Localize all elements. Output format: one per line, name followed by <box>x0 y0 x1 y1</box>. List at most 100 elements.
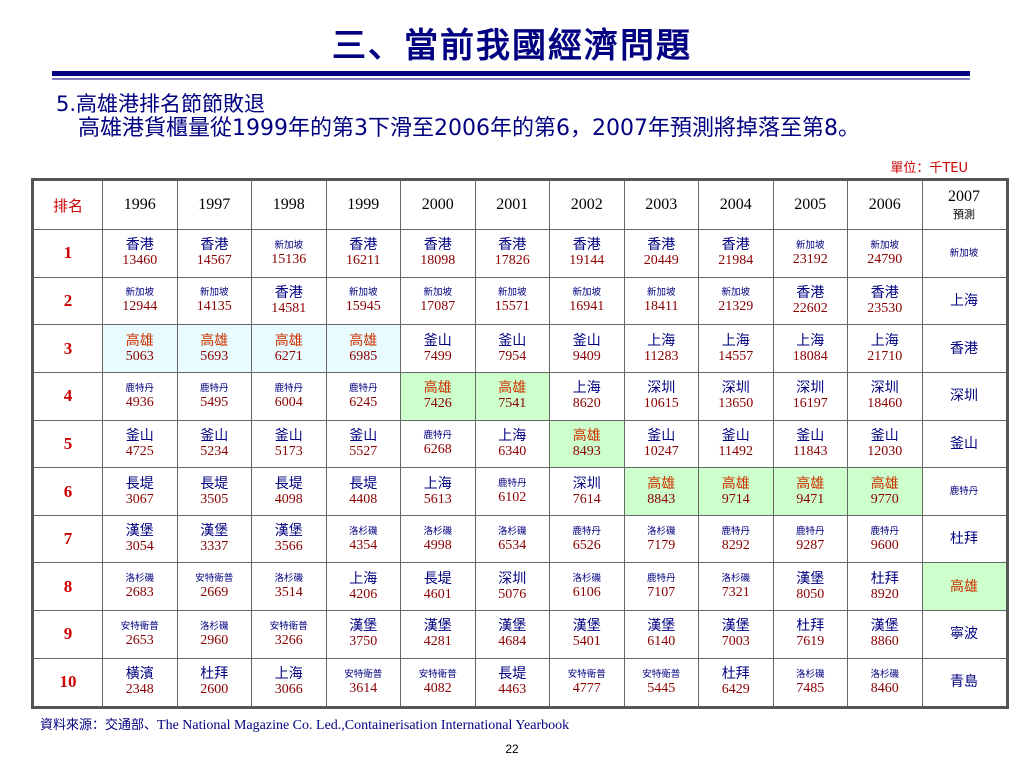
port-cell: 杜拜 2600 <box>176 657 252 709</box>
port-cell: 鹿特丹 6004 <box>251 371 327 421</box>
teu-value: 7179 <box>647 537 676 553</box>
port-name: 香港 <box>796 284 825 301</box>
teu-value: 8493 <box>572 443 601 459</box>
teu-value: 3505 <box>200 491 229 507</box>
port-name: 香港 <box>498 237 527 254</box>
teu-value: 18084 <box>792 348 828 364</box>
port-cell: 洛杉磯 4998 <box>400 514 476 564</box>
teu-value: 4206 <box>349 586 378 602</box>
projection-cell: 釜山 <box>921 419 1008 469</box>
source-note: 資料來源：交通部、The National Magazine Co. Led.,… <box>40 714 569 734</box>
port-name: 長堤 <box>498 666 527 683</box>
teu-value: 6140 <box>647 634 676 650</box>
projection-cell: 香港 <box>921 324 1008 373</box>
port-cell: 漢堡 8050 <box>772 562 848 612</box>
teu-value: 21710 <box>867 348 903 364</box>
teu-value: 2669 <box>200 585 229 601</box>
projected-port-name: 新加坡 <box>949 247 979 259</box>
projection-header: 2007 預測 <box>921 179 1008 230</box>
port-cell: 高雄 9714 <box>698 467 774 516</box>
port-cell: 釜山 4725 <box>102 419 178 469</box>
teu-value: 2653 <box>125 632 154 648</box>
teu-value: 6985 <box>349 348 378 364</box>
port-cell: 上海 5613 <box>400 467 476 516</box>
port-cell: 香港 22602 <box>772 276 848 326</box>
port-cell: 洛杉磯 8460 <box>847 657 923 709</box>
port-cell: 深圳 10615 <box>623 371 699 421</box>
port-cell: 漢堡 4281 <box>400 610 476 659</box>
port-cell: 香港 13460 <box>102 229 178 278</box>
port-cell: 香港 17826 <box>474 229 550 278</box>
port-cell: 高雄 7541 <box>474 371 550 421</box>
teu-value: 6526 <box>572 537 601 553</box>
port-cell: 新加坡 15571 <box>474 276 550 326</box>
year-header: 1998 <box>251 179 327 230</box>
port-cell: 安特衛普 3266 <box>251 610 327 659</box>
teu-value: 3614 <box>349 680 378 696</box>
port-name: 釜山 <box>647 427 676 444</box>
port-name: 新加坡 <box>795 239 825 251</box>
teu-value: 5076 <box>498 586 527 602</box>
teu-value: 5693 <box>200 348 229 364</box>
teu-value: 17087 <box>420 299 456 315</box>
port-name: 安特衛普 <box>269 620 308 632</box>
projected-port-name: 杜拜 <box>950 531 978 548</box>
port-cell: 深圳 13650 <box>698 371 774 421</box>
port-cell: 新加坡 15945 <box>325 276 401 326</box>
port-cell: 洛杉磯 7321 <box>698 562 774 612</box>
port-cell: 新加坡 14135 <box>176 276 252 326</box>
port-name: 香港 <box>721 237 750 254</box>
port-name: 高雄 <box>125 332 154 349</box>
port-name: 深圳 <box>870 380 899 397</box>
rank-cell: 4 <box>32 371 103 421</box>
table-row: 8 洛杉磯 2683 安特衛普 2669 洛杉磯 3514 上海 4206 長堤 4601 深圳 507… <box>32 562 1008 612</box>
port-name: 新加坡 <box>721 287 750 299</box>
port-name: 安特衛普 <box>642 668 681 680</box>
teu-value: 2348 <box>125 682 154 698</box>
teu-value: 16941 <box>569 299 605 315</box>
port-name: 新加坡 <box>274 239 303 251</box>
port-name: 上海 <box>349 570 378 587</box>
teu-value: 3066 <box>274 682 303 698</box>
port-name: 洛杉磯 <box>497 525 527 537</box>
teu-value: 9714 <box>721 491 750 507</box>
port-cell: 香港 21984 <box>698 229 774 278</box>
teu-value: 6102 <box>498 490 527 506</box>
port-cell: 高雄 6271 <box>251 324 327 373</box>
port-cell: 釜山 7954 <box>474 324 550 373</box>
rank-cell: 9 <box>32 610 103 659</box>
source-text: The National Magazine Co. Led.,Container… <box>157 718 570 733</box>
teu-value: 7954 <box>498 348 527 364</box>
port-name: 杜拜 <box>200 666 229 683</box>
teu-value: 9287 <box>796 537 825 553</box>
rank-cell: 3 <box>32 324 103 373</box>
year-header: 2001 <box>474 179 550 230</box>
port-name: 長堤 <box>274 475 303 492</box>
teu-value: 22602 <box>792 300 828 316</box>
port-cell: 高雄 6985 <box>325 324 401 373</box>
unit-label: 單位：千TEU <box>890 161 968 176</box>
teu-value: 23530 <box>867 300 903 316</box>
projected-port-name: 上海 <box>950 292 978 309</box>
port-name: 漢堡 <box>572 618 601 635</box>
port-cell: 香港 14581 <box>251 276 327 326</box>
port-cell: 長堤 4463 <box>474 657 550 709</box>
port-name: 漢堡 <box>498 618 527 635</box>
teu-value: 8050 <box>796 586 825 602</box>
port-name: 高雄 <box>647 475 676 492</box>
teu-value: 14135 <box>196 299 232 315</box>
teu-value: 6534 <box>498 537 527 553</box>
port-name: 漢堡 <box>349 618 378 635</box>
port-cell: 深圳 18460 <box>847 371 923 421</box>
port-name: 漢堡 <box>870 618 899 635</box>
port-cell: 高雄 5693 <box>176 324 252 373</box>
teu-value: 17826 <box>494 253 530 269</box>
table-row: 6 長堤 3067 長堤 3505 長堤 4098 長堤 4408 上海 5613 鹿特丹 6102 深圳… <box>32 467 1008 516</box>
teu-value: 9770 <box>870 491 899 507</box>
teu-value: 23192 <box>792 251 828 267</box>
teu-value: 5613 <box>423 491 452 507</box>
port-name: 新加坡 <box>572 287 601 299</box>
port-cell: 釜山 10247 <box>623 419 699 469</box>
port-name: 漢堡 <box>125 523 154 540</box>
port-cell: 上海 14557 <box>698 324 774 373</box>
